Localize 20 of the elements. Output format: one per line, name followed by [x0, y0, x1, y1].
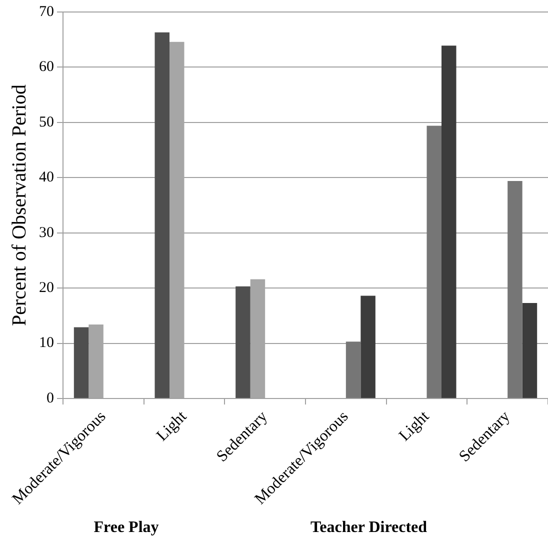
- bar: [426, 126, 442, 398]
- y-tick-label: 60: [39, 59, 54, 76]
- y-tick-label: 20: [39, 280, 54, 296]
- y-tick-label: 50: [39, 114, 54, 130]
- bar: [442, 46, 456, 398]
- y-tick-label: 10: [39, 335, 54, 352]
- y-tick-label: 0: [46, 390, 54, 406]
- bar: [74, 327, 89, 398]
- bar: [346, 342, 361, 398]
- y-tick-label: 70: [39, 4, 54, 20]
- y-tick-label: 40: [39, 170, 54, 186]
- y-tick-label: 30: [39, 224, 54, 241]
- bar: [522, 302, 538, 398]
- text: Free Play: [94, 519, 159, 536]
- y-axis-title: Percent of Observation Period: [8, 84, 30, 326]
- bar: [360, 296, 376, 398]
- bar: [154, 32, 170, 398]
- bar: [236, 286, 250, 398]
- text: Teacher Directed: [310, 519, 428, 536]
- bar: [508, 180, 522, 398]
